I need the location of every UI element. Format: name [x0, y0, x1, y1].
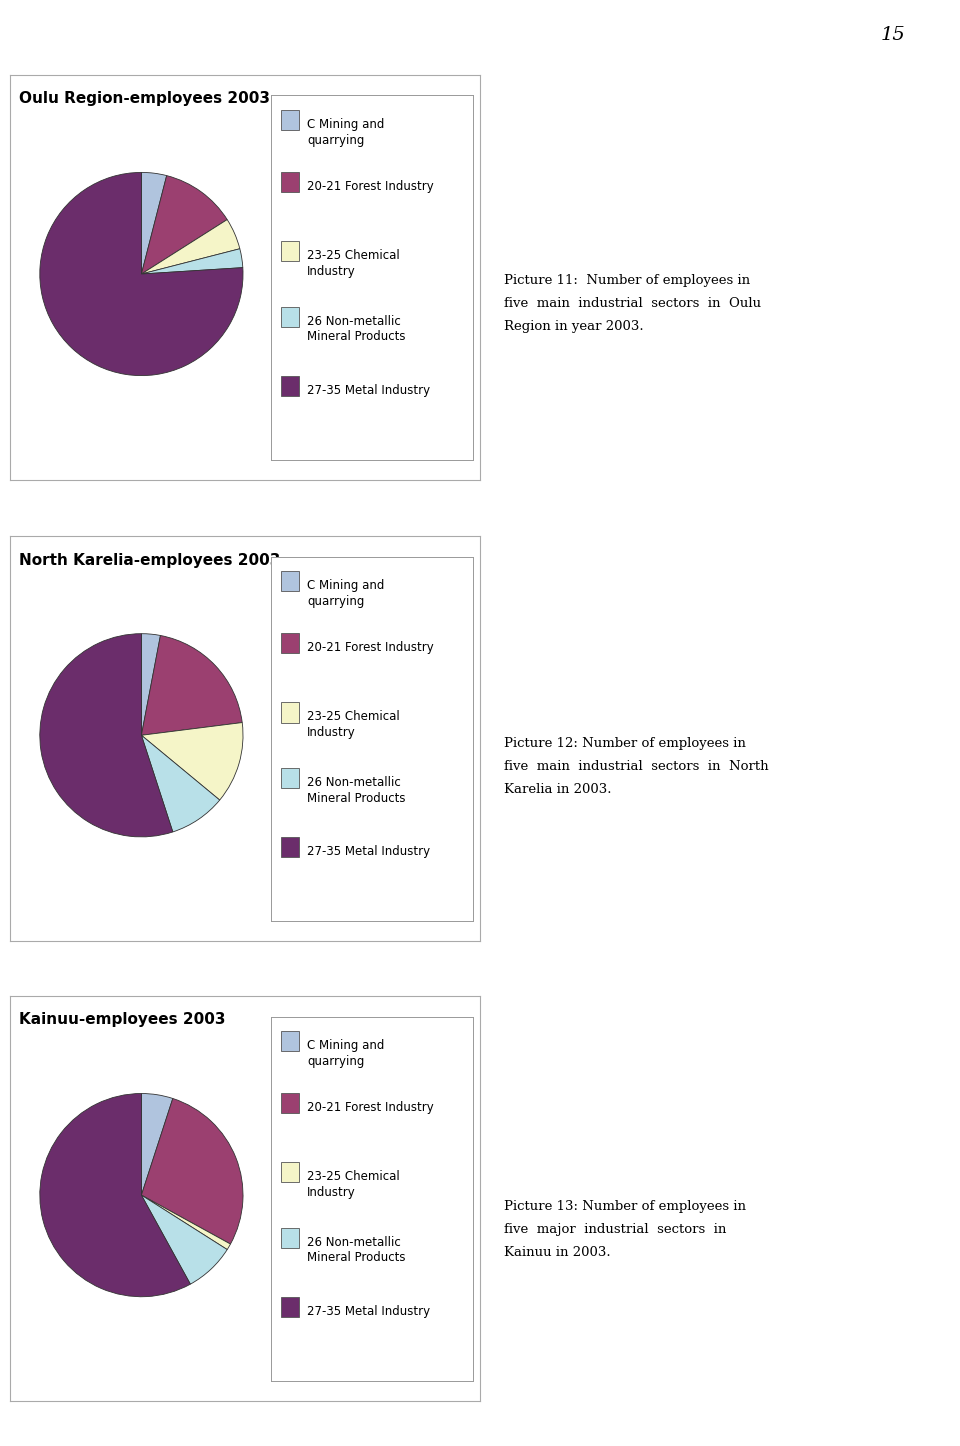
- Text: Picture 11:  Number of employees in
five  main  industrial  sectors  in  Oulu
Re: Picture 11: Number of employees in five …: [504, 275, 761, 333]
- Text: Picture 12: Number of employees in
five  main  industrial  sectors  in  North
Ka: Picture 12: Number of employees in five …: [504, 737, 769, 795]
- Text: 27-35 Metal Industry: 27-35 Metal Industry: [307, 1306, 430, 1319]
- Text: C Mining and
quarrying: C Mining and quarrying: [307, 580, 384, 607]
- Bar: [280, 307, 299, 327]
- Wedge shape: [39, 1093, 190, 1297]
- Wedge shape: [141, 249, 243, 273]
- Text: C Mining and
quarrying: C Mining and quarrying: [307, 1040, 384, 1067]
- Wedge shape: [141, 735, 220, 831]
- Bar: [280, 571, 299, 591]
- Text: 23-25 Chemical
Industry: 23-25 Chemical Industry: [307, 710, 399, 739]
- Wedge shape: [141, 175, 228, 273]
- Text: 15: 15: [880, 26, 905, 43]
- Wedge shape: [141, 220, 240, 273]
- Text: 26 Non-metallic
Mineral Products: 26 Non-metallic Mineral Products: [307, 777, 405, 804]
- Bar: [280, 633, 299, 654]
- Text: 20-21 Forest Industry: 20-21 Forest Industry: [307, 641, 434, 654]
- Wedge shape: [39, 633, 173, 837]
- Wedge shape: [39, 172, 243, 376]
- Text: Picture 13: Number of employees in
five  major  industrial  sectors  in
Kainuu i: Picture 13: Number of employees in five …: [504, 1200, 746, 1258]
- Wedge shape: [141, 1194, 230, 1249]
- Bar: [280, 110, 299, 130]
- Text: 20-21 Forest Industry: 20-21 Forest Industry: [307, 179, 434, 192]
- Text: 27-35 Metal Industry: 27-35 Metal Industry: [307, 385, 430, 398]
- Bar: [280, 703, 299, 723]
- Text: 23-25 Chemical
Industry: 23-25 Chemical Industry: [307, 249, 399, 278]
- Text: 27-35 Metal Industry: 27-35 Metal Industry: [307, 846, 430, 859]
- Text: Oulu Region-employees 2003: Oulu Region-employees 2003: [19, 91, 270, 107]
- Wedge shape: [141, 723, 243, 800]
- Bar: [280, 376, 299, 396]
- Text: C Mining and
quarrying: C Mining and quarrying: [307, 119, 384, 146]
- Wedge shape: [141, 1093, 173, 1194]
- Text: 20-21 Forest Industry: 20-21 Forest Industry: [307, 1100, 434, 1113]
- Bar: [280, 1031, 299, 1051]
- Bar: [280, 1093, 299, 1113]
- Text: 26 Non-metallic
Mineral Products: 26 Non-metallic Mineral Products: [307, 1236, 405, 1264]
- Bar: [280, 1163, 299, 1183]
- Bar: [280, 768, 299, 788]
- Text: North Karelia-employees 2003: North Karelia-employees 2003: [19, 552, 280, 568]
- Wedge shape: [141, 633, 160, 735]
- Text: 23-25 Chemical
Industry: 23-25 Chemical Industry: [307, 1170, 399, 1199]
- Bar: [280, 1297, 299, 1317]
- Wedge shape: [141, 1194, 228, 1284]
- Wedge shape: [141, 635, 242, 735]
- Text: 26 Non-metallic
Mineral Products: 26 Non-metallic Mineral Products: [307, 315, 405, 343]
- Bar: [280, 837, 299, 857]
- Bar: [280, 1228, 299, 1248]
- Wedge shape: [141, 1099, 243, 1244]
- Bar: [280, 241, 299, 262]
- Wedge shape: [141, 172, 167, 273]
- Bar: [280, 172, 299, 192]
- Text: Kainuu-employees 2003: Kainuu-employees 2003: [19, 1012, 226, 1028]
